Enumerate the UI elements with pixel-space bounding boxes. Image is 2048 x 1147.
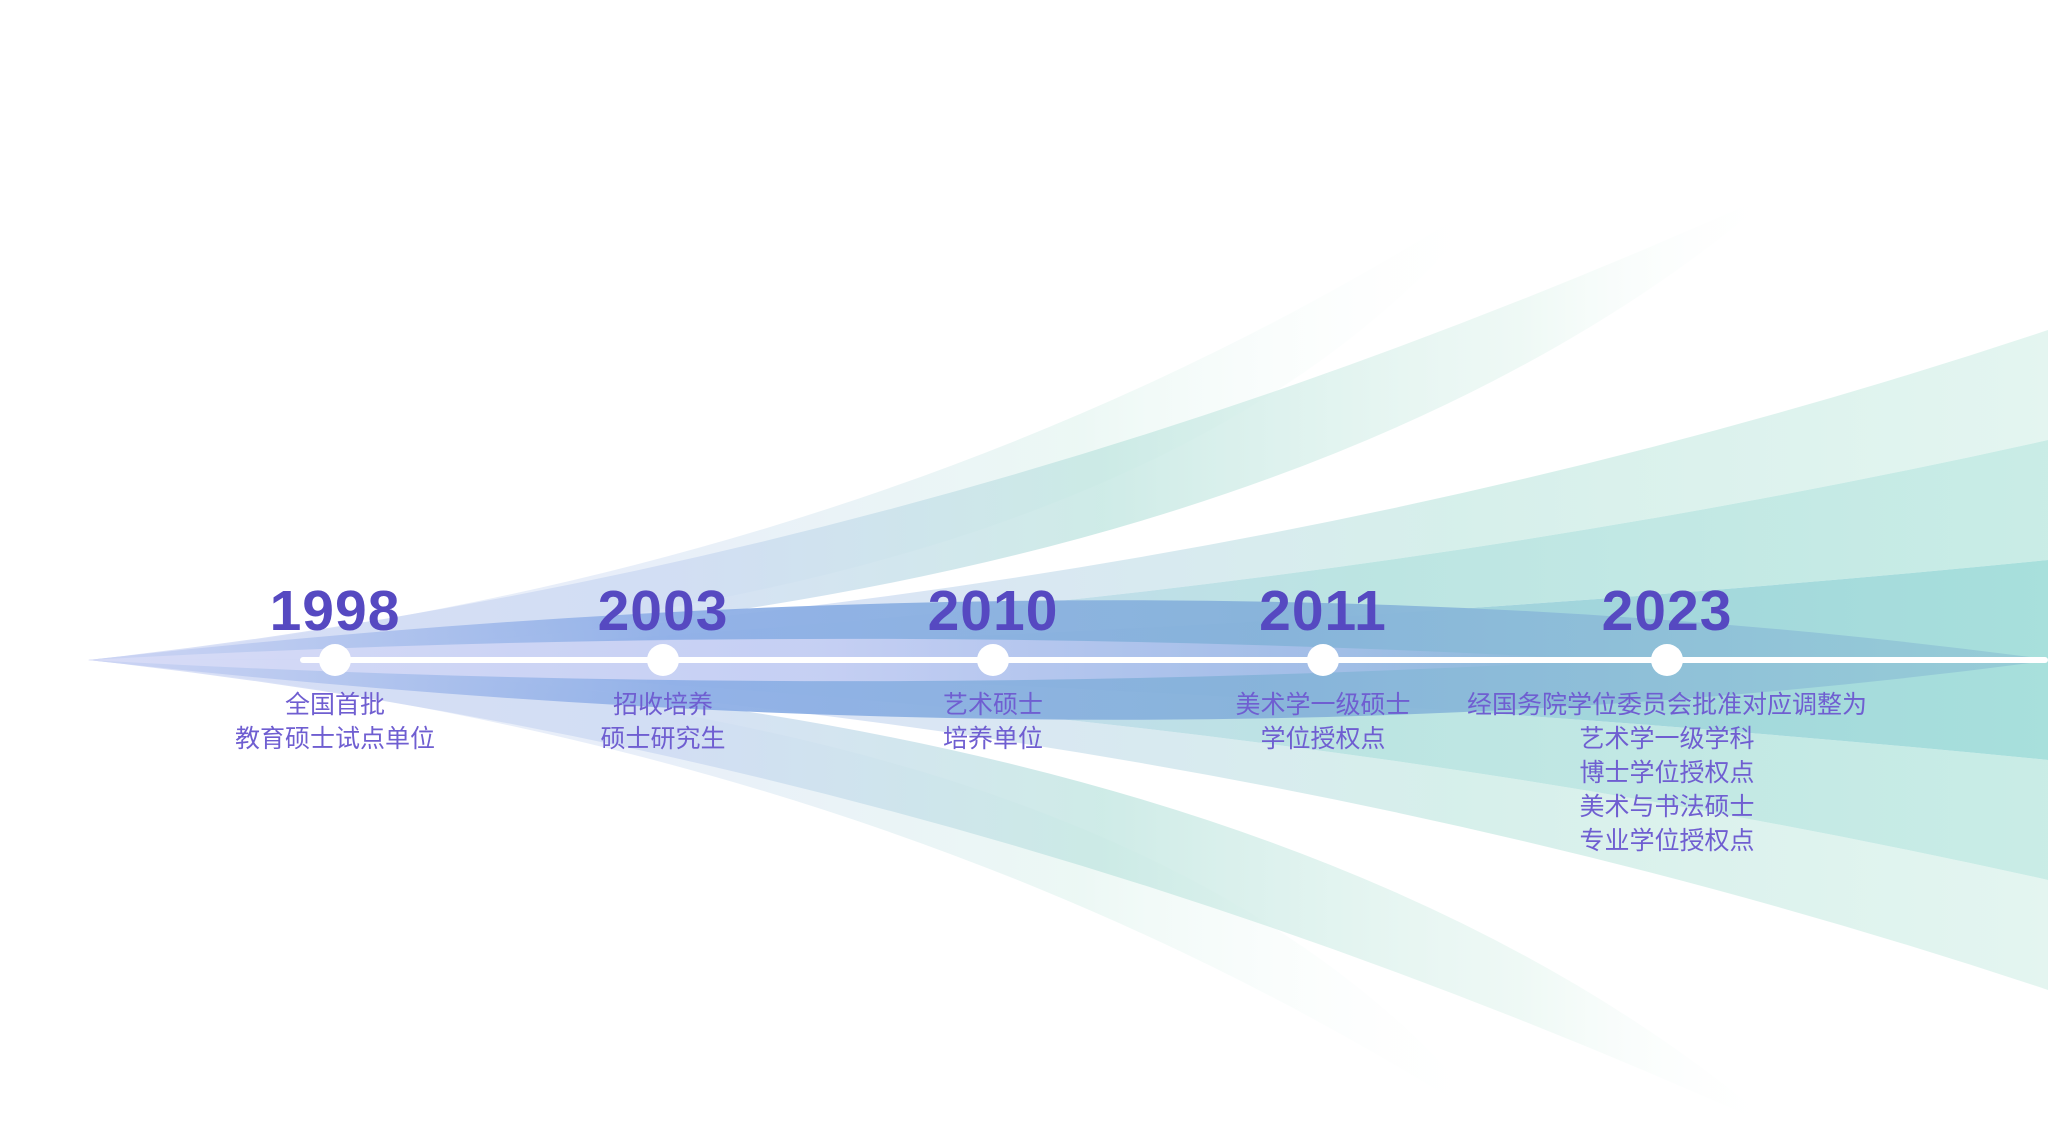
timeline-dot xyxy=(1651,644,1683,676)
description-line: 培养单位 xyxy=(942,725,1043,753)
timeline-dot xyxy=(647,644,679,676)
milestone-description: 经国务院学位委员会批准对应调整为 艺术学一级学科 博士学位授权点 美术与书法硕士… xyxy=(1407,688,1927,858)
milestone-1998: 1998 全国首批 教育硕士试点单位 xyxy=(75,0,595,1147)
description-line: 招收培养 xyxy=(612,691,713,719)
description-line: 教育硕士试点单位 xyxy=(234,725,435,753)
fan-bottom-half xyxy=(88,659,2048,1130)
milestone-year: 2011 xyxy=(1259,579,1387,643)
description-line: 博士学位授权点 xyxy=(1579,759,1755,787)
description-line: 美术学一级硕士 xyxy=(1235,691,1411,719)
description-line: 经国务院学位委员会批准对应调整为 xyxy=(1466,691,1867,719)
milestone-year: 2003 xyxy=(597,579,729,643)
description-line: 艺术硕士 xyxy=(942,691,1043,719)
milestone-2011: 2011 美术学一级硕士 学位授权点 xyxy=(1063,0,1583,1147)
milestone-year: 2010 xyxy=(927,579,1059,643)
fan-top-half xyxy=(88,190,2048,661)
description-line: 专业学位授权点 xyxy=(1579,827,1755,855)
milestone-2003: 2003 招收培养 硕士研究生 xyxy=(403,0,923,1147)
milestone-year: 2023 xyxy=(1601,579,1733,643)
description-line: 全国首批 xyxy=(284,691,385,719)
milestone-2023: 2023 经国务院学位委员会批准对应调整为 艺术学一级学科 博士学位授权点 美术… xyxy=(1407,0,1927,1147)
milestone-2010: 2010 艺术硕士 培养单位 xyxy=(733,0,1253,1147)
description-line: 艺术学一级学科 xyxy=(1579,725,1755,753)
timeline-axis xyxy=(300,657,2048,663)
milestone-description: 全国首批 教育硕士试点单位 xyxy=(75,688,595,756)
milestone-description: 艺术硕士 培养单位 xyxy=(733,688,1253,756)
description-line: 美术与书法硕士 xyxy=(1579,793,1755,821)
milestone-description: 美术学一级硕士 学位授权点 xyxy=(1063,688,1583,756)
timeline-dot xyxy=(1307,644,1339,676)
timeline-dot xyxy=(977,644,1009,676)
timeline-dot xyxy=(319,644,351,676)
description-line: 学位授权点 xyxy=(1260,725,1386,753)
milestone-year: 1998 xyxy=(269,579,401,643)
milestone-description: 招收培养 硕士研究生 xyxy=(403,688,923,756)
description-line: 硕士研究生 xyxy=(600,725,726,753)
